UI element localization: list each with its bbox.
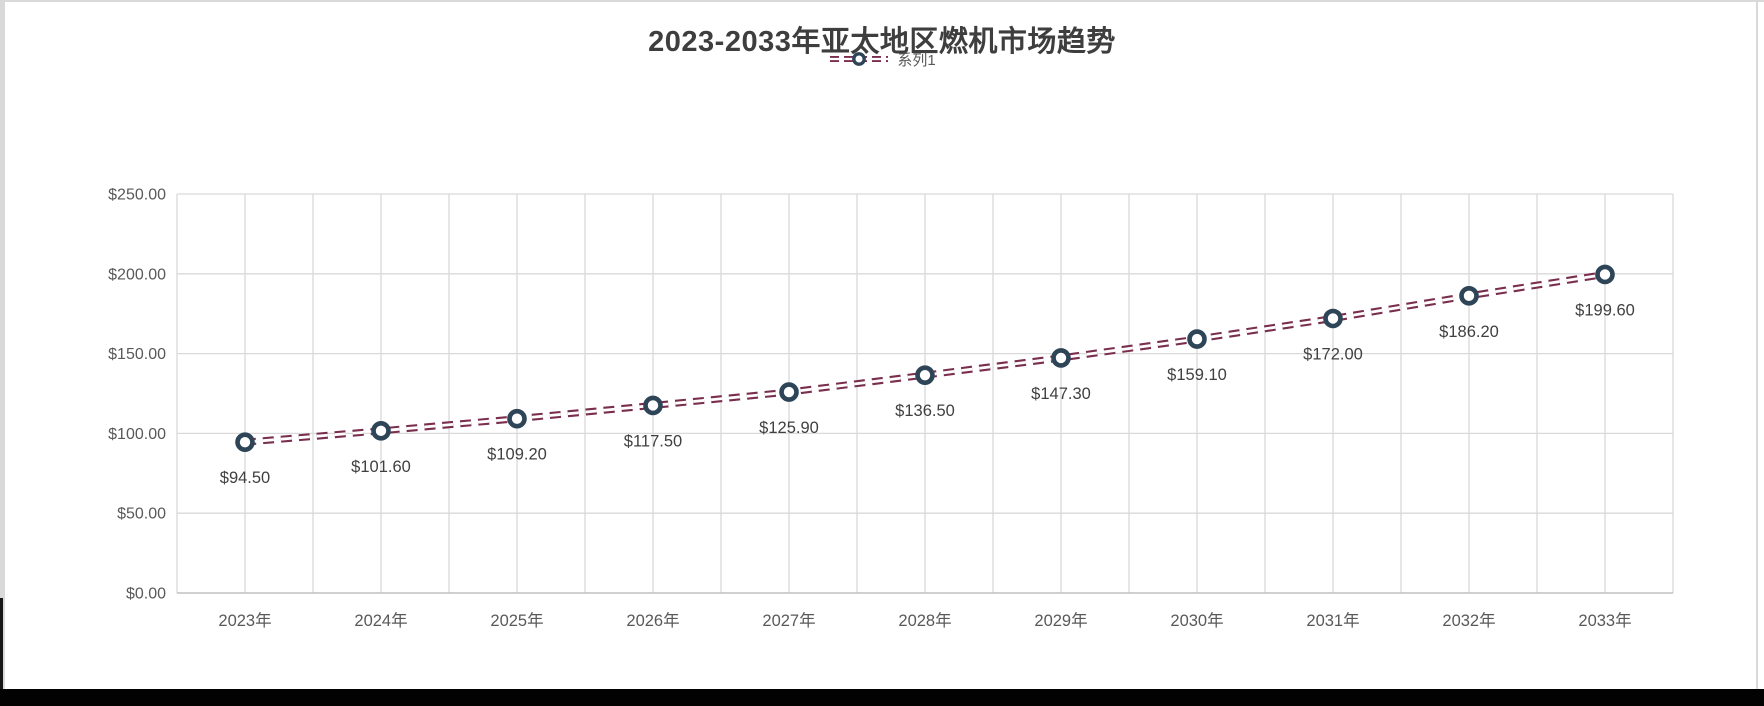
window-left-border-dark — [0, 598, 3, 689]
series-marker — [1459, 286, 1479, 306]
x-axis-tick-label: 2029年 — [1034, 611, 1087, 630]
x-axis-tick-label: 2031年 — [1306, 611, 1359, 630]
x-axis-tick-label: 2030年 — [1170, 611, 1223, 630]
y-axis-tick-label: $250.00 — [108, 187, 166, 204]
series-marker — [643, 395, 663, 416]
data-label: $117.50 — [624, 432, 682, 450]
series-marker — [371, 421, 391, 441]
legend-series-label: 系列1 — [897, 51, 936, 69]
chart-title: 2023-2033年亚太地区燃机市场趋势 — [648, 26, 1116, 58]
x-axis-tick-label: 2026年 — [626, 611, 679, 630]
data-label: $186.20 — [1439, 323, 1499, 341]
x-axis-tick-label: 2032年 — [1442, 611, 1495, 630]
series-marker — [1051, 348, 1071, 368]
y-axis-tick-label: $200.00 — [108, 266, 166, 283]
bottom-black-bar — [0, 689, 1764, 706]
data-label: $109.20 — [487, 446, 547, 464]
series-marker — [1595, 264, 1615, 285]
series-marker — [915, 365, 935, 385]
x-axis-tick-label: 2025年 — [490, 611, 543, 630]
series-marker — [1323, 308, 1343, 329]
data-label: $125.90 — [759, 419, 819, 437]
data-label: $136.50 — [895, 402, 955, 420]
y-axis-tick-label: $0.00 — [126, 586, 166, 603]
data-label: $172.00 — [1303, 345, 1363, 363]
series-marker — [507, 408, 527, 429]
x-axis-tick-label: 2024年 — [354, 611, 407, 630]
legend-line-marker-swatch — [830, 52, 889, 66]
x-axis-tick-label: 2023年 — [218, 611, 271, 630]
series-line-gap — [244, 273, 1606, 444]
x-axis-tick-label: 2033年 — [1578, 611, 1631, 630]
window-top-border — [0, 0, 1764, 2]
y-axis-tick-label: $100.00 — [108, 426, 166, 443]
chart-legend: 系列1 — [0, 48, 1764, 70]
x-axis-tick-label: 2027年 — [762, 611, 815, 630]
window-right-border — [1756, 0, 1758, 689]
x-axis-tick-label: 2028年 — [898, 611, 951, 630]
series-marker — [1187, 329, 1207, 349]
data-label: $101.60 — [351, 458, 411, 476]
legend-marker — [852, 52, 867, 66]
y-axis-tick-label: $150.00 — [108, 346, 166, 363]
data-label: $94.50 — [220, 469, 270, 487]
data-label: $159.10 — [1167, 366, 1227, 384]
y-axis-tick-label: $50.00 — [117, 506, 166, 523]
data-label: $199.60 — [1575, 301, 1635, 319]
data-label: $147.30 — [1031, 385, 1091, 403]
window-left-border — [0, 0, 5, 689]
series-marker — [779, 382, 799, 402]
series-marker — [235, 432, 255, 452]
